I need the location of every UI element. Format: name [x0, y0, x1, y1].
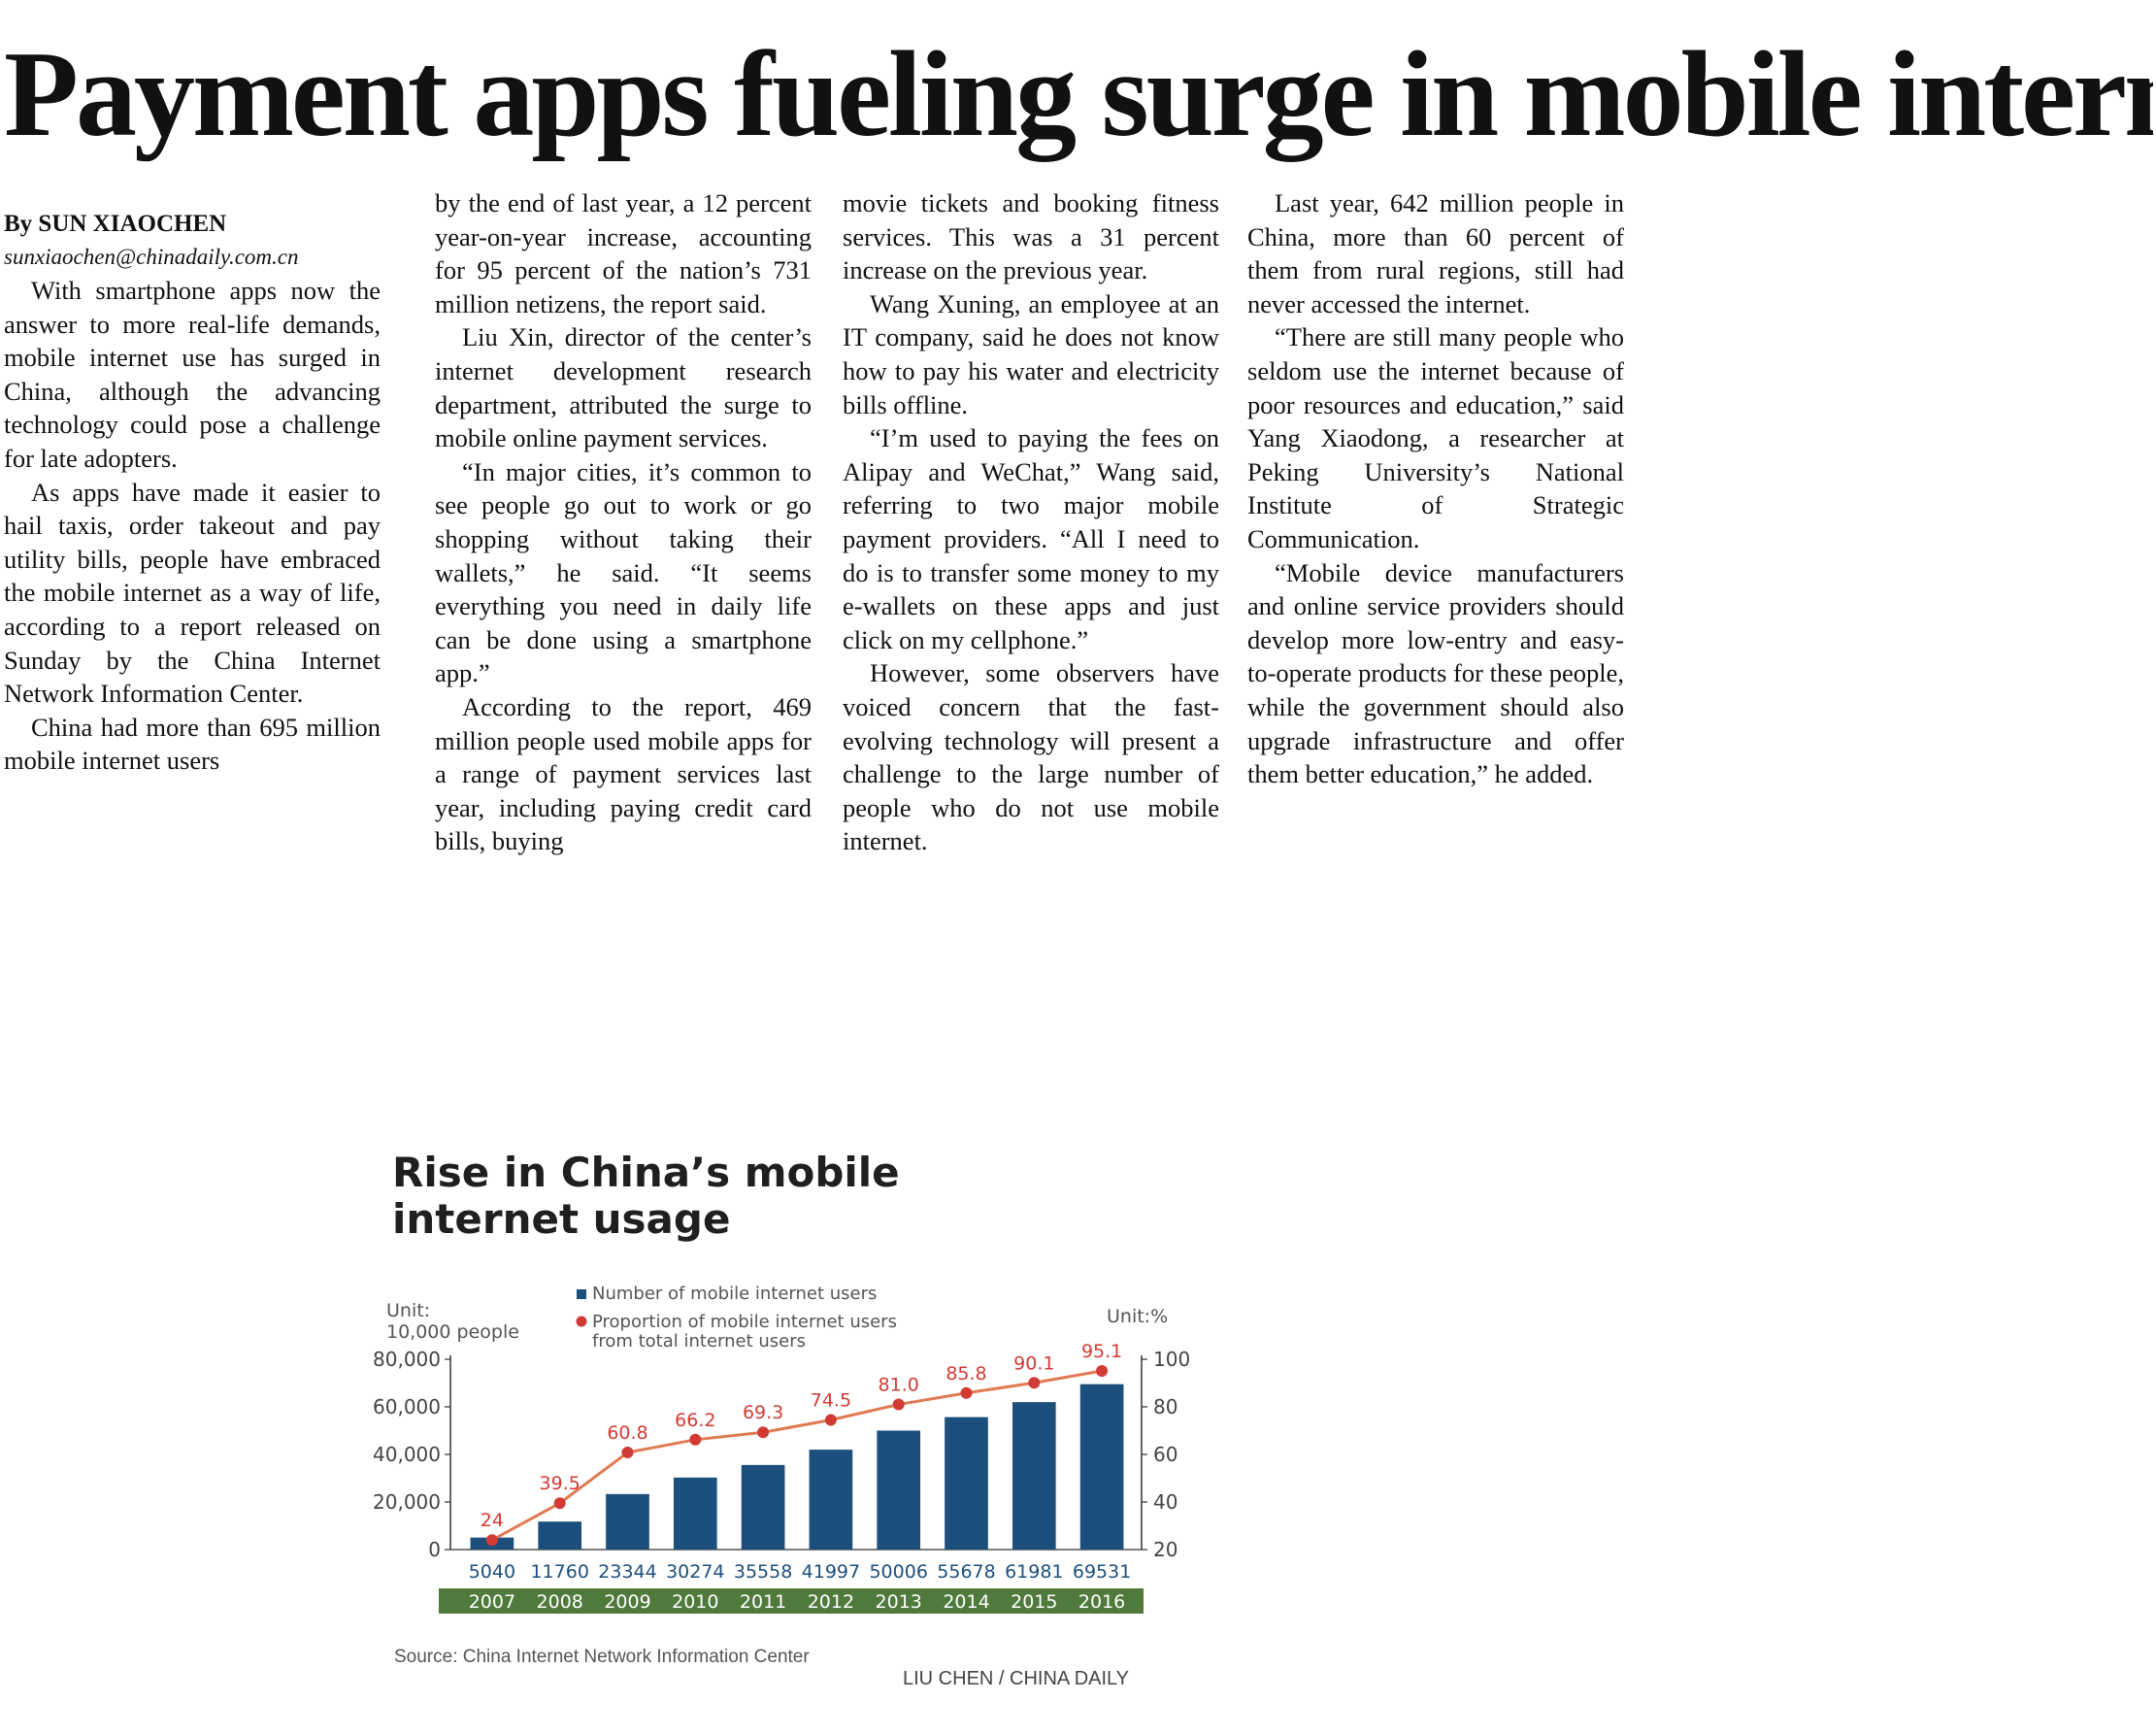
line-point-2009	[621, 1447, 634, 1459]
proportion-line	[491, 1369, 1103, 1542]
paragraph: “In major cities, it’s common to see peo…	[435, 456, 812, 688]
left-unit-label: 10,000 people	[386, 1321, 519, 1343]
line-value-label: 81.0	[879, 1375, 919, 1396]
paragraph: by the end of last year, a 12 percent ye…	[435, 188, 812, 318]
bar-value-label: 11760	[530, 1561, 588, 1583]
line-point-2016	[1096, 1365, 1109, 1378]
x-tick-label: 2009	[604, 1591, 650, 1613]
bar-2015	[1012, 1402, 1056, 1550]
line-value-label: 95.1	[1081, 1341, 1122, 1362]
line-value-label: 66.2	[675, 1410, 715, 1431]
bar-value-label: 41997	[802, 1561, 860, 1583]
legend-swatch-bars	[577, 1289, 586, 1299]
line-value-label: 90.1	[1013, 1352, 1054, 1374]
left-tick-label: 20,000	[373, 1490, 441, 1514]
bar-2010	[673, 1477, 717, 1550]
chart-credit: LIU CHEN / CHINA DAILY	[903, 1668, 1130, 1689]
bar-2009	[606, 1493, 649, 1550]
line-value-label: 69.3	[743, 1402, 783, 1423]
bar-2013	[877, 1430, 921, 1550]
left-tick-label: 0	[428, 1538, 441, 1561]
chart-source: Source: China Internet Network Informati…	[394, 1647, 810, 1667]
right-tick-label: 80	[1153, 1395, 1178, 1418]
bar-value-label: 23344	[598, 1561, 656, 1583]
x-tick-label: 2007	[469, 1591, 515, 1613]
bar-2008	[538, 1521, 582, 1550]
legend-label: from total internet users	[592, 1331, 806, 1351]
right-unit-label: Unit:%	[1107, 1306, 1168, 1327]
chart-title: Rise in China’s mobile internet usage	[392, 1149, 900, 1243]
bar-value-label: 35558	[734, 1561, 792, 1583]
paragraph: According to the report, 469 million peo…	[435, 691, 812, 856]
left-tick-label: 60,000	[373, 1395, 441, 1418]
bar-value-label: 69531	[1073, 1561, 1131, 1583]
line-point-2015	[1028, 1377, 1041, 1389]
left-tick-label: 80,000	[373, 1348, 441, 1371]
left-unit-label: Unit:	[386, 1300, 430, 1321]
paragraph: Wang Xuning, an employee at an IT compan…	[843, 288, 1219, 419]
line-value-label: 85.8	[945, 1363, 986, 1385]
bar-value-label: 50006	[869, 1561, 927, 1583]
headline: Payment apps fueling surge in mobile int…	[4, 27, 2153, 162]
paragraph: However, some observers have voiced conc…	[843, 658, 1219, 856]
right-tick-label: 60	[1153, 1443, 1178, 1466]
usage-chart: Rise in China’s mobile internet usage Un…	[369, 1146, 1204, 1709]
bar-2014	[945, 1417, 988, 1550]
byline: By SUN XIAOCHEN	[4, 211, 227, 237]
author-email: sunxiaochen@chinadaily.com.cn	[4, 245, 299, 269]
x-tick-label: 2013	[876, 1591, 922, 1613]
article-column-3: movie tickets and booking fitness servic…	[843, 186, 1219, 858]
line-point-2008	[553, 1497, 566, 1510]
x-tick-label: 2014	[943, 1591, 989, 1613]
line-value-label: 74.5	[811, 1389, 851, 1411]
line-point-2013	[892, 1398, 905, 1411]
paragraph: “I’m used to paying the fees on Alipay a…	[843, 423, 1219, 654]
legend-label: Proportion of mobile internet users	[592, 1312, 897, 1332]
line-point-2010	[689, 1433, 702, 1446]
line-value-label: 60.8	[607, 1422, 647, 1444]
chart-canvas: Unit:10,000 people Unit:% Number of mobile…	[373, 1284, 1190, 1614]
x-tick-label: 2016	[1078, 1591, 1125, 1613]
paragraph: “There are still many people who seldom …	[1247, 322, 1624, 553]
bar-value-label: 5040	[469, 1561, 515, 1583]
right-tick-label: 100	[1153, 1348, 1190, 1371]
right-tick-label: 40	[1153, 1490, 1178, 1514]
x-tick-label: 2012	[808, 1591, 854, 1613]
paragraph: movie tickets and booking fitness servic…	[843, 188, 1219, 285]
paragraph: “Mobile device manufacturers and online …	[1247, 557, 1624, 789]
paragraph: Last year, 642 million people in China, …	[1247, 188, 1624, 318]
x-tick-label: 2015	[1011, 1591, 1057, 1613]
paragraph: Liu Xin, director of the center’s intern…	[435, 322, 812, 453]
paragraph: With smartphone apps now the answer to m…	[4, 276, 381, 473]
bar-value-label: 55678	[937, 1561, 995, 1583]
line-value-label: 39.5	[540, 1473, 580, 1494]
article-column-1: By SUN XIAOCHEN sunxiaochen@chinadaily.c…	[4, 208, 381, 778]
line-point-2011	[757, 1426, 770, 1439]
paragraph: China had more than 695 million mobile i…	[4, 712, 381, 776]
line-point-2007	[485, 1534, 498, 1547]
bar-value-label: 30274	[666, 1561, 724, 1583]
x-tick-label: 2010	[672, 1591, 718, 1613]
x-tick-label: 2011	[740, 1591, 786, 1613]
x-tick-label: 2008	[537, 1591, 583, 1613]
legend-label: Number of mobile internet users	[592, 1284, 877, 1304]
line-value-label: 24	[481, 1510, 504, 1531]
article-column-2: by the end of last year, a 12 percent ye…	[435, 186, 812, 858]
article-column-4: Last year, 642 million people in China, …	[1247, 186, 1624, 791]
left-tick-label: 40,000	[373, 1443, 441, 1466]
bar-2011	[741, 1464, 785, 1550]
paragraph: As apps have made it easier to hail taxi…	[4, 477, 381, 709]
legend-swatch-line	[576, 1316, 587, 1327]
line-point-2014	[960, 1386, 973, 1399]
bar-2016	[1079, 1384, 1124, 1550]
bar-2012	[809, 1450, 853, 1550]
line-point-2012	[824, 1414, 837, 1426]
year-band	[439, 1588, 1144, 1614]
bar-value-label: 61981	[1005, 1561, 1063, 1583]
right-tick-label: 20	[1153, 1538, 1178, 1561]
